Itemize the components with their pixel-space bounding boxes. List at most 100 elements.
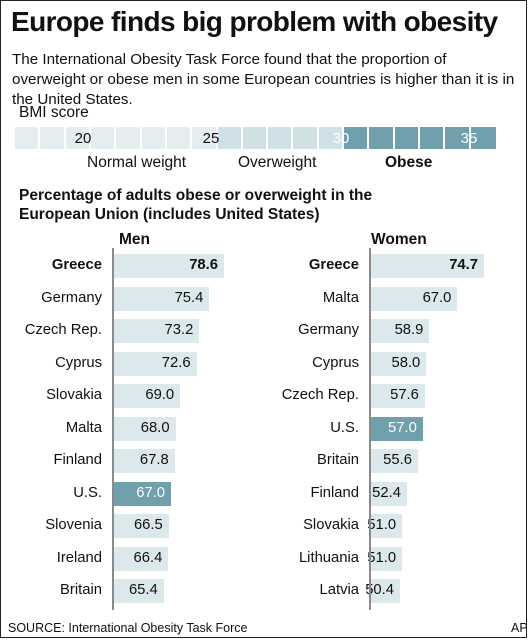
category-label: Slovakia [46, 387, 102, 403]
bar [114, 546, 169, 571]
data-label: 66.4 [133, 549, 163, 566]
category-label: Finland [53, 452, 102, 468]
bar [114, 351, 197, 376]
category-label: U.S. [73, 484, 102, 501]
bmi-scale-cell [268, 127, 294, 149]
data-label: 74.7 [449, 257, 478, 273]
bmi-scale-cell [166, 127, 193, 149]
bmi-scale-label: BMI score [19, 104, 89, 121]
bar [371, 416, 423, 441]
bar [371, 579, 401, 603]
bmi-scale-cell [445, 127, 471, 149]
data-label: 58.9 [394, 322, 424, 338]
category-label: Cyprus [55, 354, 102, 371]
category-label: Malta [65, 419, 102, 436]
bmi-scale-cell [344, 127, 370, 149]
bar [114, 579, 164, 603]
category-label: Czech Rep. [24, 322, 102, 338]
bar [371, 351, 427, 376]
data-label: 58.0 [391, 354, 421, 371]
chart-title: Europe finds big problem with obesity [11, 6, 498, 37]
data-label: 51.0 [367, 517, 397, 533]
bar [114, 286, 210, 311]
bmi-scale-cell [242, 127, 269, 149]
bmi-scale-cell [369, 127, 395, 149]
category-label: Lithuania [298, 549, 359, 566]
chart-subtitle: The International Obesity Task Force fou… [12, 51, 515, 108]
category-label: Slovakia [303, 517, 359, 533]
bmi-tick-35: 35 [460, 130, 478, 147]
bar [114, 319, 200, 343]
bmi-scale-cell [394, 127, 421, 149]
category-label: Czech Rep. [281, 387, 359, 403]
data-label: 50.4 [365, 582, 395, 598]
category-label: Ireland [56, 549, 102, 566]
data-label: 73.2 [164, 322, 194, 338]
category-label: Britain [317, 452, 359, 468]
bmi-scale-cell [420, 127, 446, 149]
source-note: SOURCE: International Obesity Task Force [8, 621, 248, 635]
bmi-scale-cell [192, 127, 218, 149]
bmi-scale-cell [65, 127, 91, 149]
category-label: Finland [310, 484, 359, 501]
bmi-scale-cell [217, 127, 243, 149]
bmi-scale-cell [116, 127, 142, 149]
bmi-tick-20: 20 [74, 130, 92, 147]
bmi-scale-cell [15, 127, 41, 149]
bar [371, 384, 425, 408]
data-label: 52.4 [372, 484, 401, 501]
bar [371, 254, 484, 278]
data-label: 68.0 [140, 419, 170, 436]
bmi-category-overweight: Overweight [238, 154, 317, 171]
category-label: U.S. [330, 419, 359, 436]
women-panel-title: Women [371, 231, 427, 248]
bar [371, 514, 403, 538]
data-label: 55.6 [383, 452, 412, 468]
bmi-scale-cell [293, 127, 319, 149]
data-label: 51.0 [367, 549, 397, 566]
data-label: 67.0 [136, 484, 166, 501]
bar [371, 319, 430, 343]
bar [371, 546, 403, 571]
bmi-tick-25: 25 [202, 130, 220, 147]
category-label: Malta [322, 289, 359, 306]
chart-section-title: Percentage of adults obese or overweight… [19, 187, 373, 223]
data-label: 65.4 [128, 582, 158, 598]
credit-label: AP [511, 621, 527, 635]
bmi-category-normal: Normal weight [87, 154, 187, 171]
bmi-scale-cell [40, 127, 66, 149]
bar [371, 449, 418, 473]
bmi-scale-cell [318, 127, 345, 149]
axis-baseline [369, 248, 371, 610]
data-label: 57.6 [390, 387, 419, 403]
axis-baseline [112, 248, 114, 610]
category-label: Germany [298, 322, 359, 338]
data-label: 67.0 [422, 289, 452, 306]
bmi-scale-band [15, 127, 496, 149]
bar [114, 254, 224, 278]
data-label: 57.0 [388, 419, 417, 436]
men-panel-title: Men [119, 231, 150, 248]
bmi-scale-cell [90, 127, 117, 149]
bmi-category-obese: Obese [385, 154, 433, 171]
bmi-scale-cell [141, 127, 167, 149]
category-label: Latvia [319, 582, 360, 598]
data-label: 75.4 [174, 289, 204, 306]
category-label: Germany [41, 289, 102, 306]
bar [371, 481, 407, 506]
category-label: Slovenia [45, 517, 102, 533]
bmi-scale-cell [470, 127, 496, 149]
data-label: 78.6 [189, 257, 218, 273]
data-label: 69.0 [145, 387, 175, 403]
category-label: Britain [60, 582, 102, 598]
category-label: Greece [308, 257, 359, 273]
bar [114, 449, 175, 473]
data-label: 72.6 [161, 354, 191, 371]
bar [114, 384, 181, 408]
category-label: Greece [51, 257, 102, 273]
bar [371, 286, 458, 311]
bar [114, 514, 169, 538]
category-label: Cyprus [312, 354, 359, 371]
bar [114, 416, 176, 441]
